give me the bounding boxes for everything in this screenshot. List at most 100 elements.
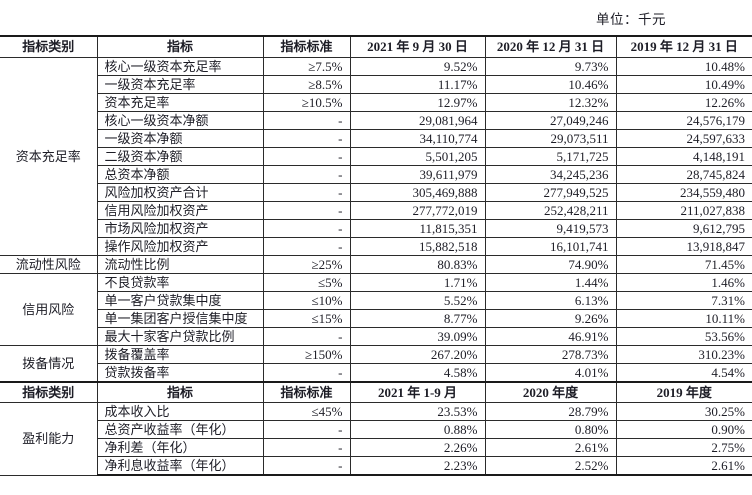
indicator-cell: 贷款拨备率 (97, 363, 264, 382)
value-cell-col1: 5.52% (350, 291, 486, 310)
category-header-cell: 指标类别 (0, 380, 98, 403)
category-cell: 资本充足率 (0, 57, 98, 256)
standard-cell: - (263, 363, 351, 382)
standard-cell: - (263, 237, 351, 256)
value-cell-col2: 28.79% (485, 402, 617, 421)
standard-cell: - (263, 456, 351, 476)
table-row: 一级资本净额 -34,110,774 29,073,511 24,597,633 (0, 129, 752, 148)
value-cell-col1: 80.83% (350, 255, 486, 274)
indicator-cell: 信用风险加权资产 (97, 201, 264, 220)
period-header-cell: 2019 年 12 月 31 日 (616, 35, 752, 58)
indicator-cell: 市场风险加权资产 (97, 219, 264, 238)
value-cell-col1: 4.58% (350, 363, 486, 382)
standard-header-cell: 指标标准 (263, 380, 351, 403)
indicator-cell: 二级资本净额 (97, 147, 264, 166)
value-cell-col3: 28,745,824 (616, 165, 752, 184)
value-cell-col1: 267.20% (350, 345, 486, 364)
standard-cell: ≥7.5% (263, 57, 351, 76)
period-header-cell: 2021 年 1-9 月 (350, 380, 486, 403)
value-cell-col3: 10.49% (616, 75, 752, 94)
standard-cell: ≥25% (263, 255, 351, 274)
indicator-cell: 单一集团客户授信集中度 (97, 309, 264, 328)
value-cell-col1: 9.52% (350, 57, 486, 76)
value-cell-col2: 278.73% (485, 345, 617, 364)
value-cell-col2: 1.44% (485, 273, 617, 292)
standard-cell: ≥150% (263, 345, 351, 364)
value-cell-col2: 4.01% (485, 363, 617, 382)
standard-cell: ≥10.5% (263, 93, 351, 112)
table-row: 流动性风险 流动性比例 ≥25% 80.83% 74.90% 71.45% (0, 255, 752, 274)
value-cell-col2: 46.91% (485, 327, 617, 346)
value-cell-col1: 34,110,774 (350, 129, 486, 148)
standard-cell: - (263, 147, 351, 166)
table-row: 贷款拨备率 -4.58% 4.01% 4.54% (0, 363, 752, 382)
indicator-cell: 不良贷款率 (97, 273, 264, 292)
indicator-cell: 核心一级资本净额 (97, 111, 264, 130)
indicator-cell: 一级资本净额 (97, 129, 264, 148)
value-cell-col1: 15,882,518 (350, 237, 486, 256)
value-cell-col2: 29,073,511 (485, 129, 617, 148)
value-cell-col1: 305,469,888 (350, 183, 486, 202)
table-row: 资本充足率 核心一级资本充足率 ≥7.5% 9.52% 9.73% 10.48% (0, 57, 752, 256)
value-cell-col1: 0.88% (350, 420, 486, 439)
value-cell-col2: 12.32% (485, 93, 617, 112)
indicator-cell: 最大十家客户贷款比例 (97, 327, 264, 346)
category-cell: 信用风险 (0, 273, 98, 346)
value-cell-col3: 234,559,480 (616, 183, 752, 202)
period-header-cell: 2020 年 12 月 31 日 (485, 35, 617, 58)
value-cell-col1: 23.53% (350, 402, 486, 421)
standard-cell: - (263, 219, 351, 238)
standard-cell: - (263, 165, 351, 184)
value-cell-col3: 10.48% (616, 57, 752, 76)
period-header-cell: 2020 年度 (485, 380, 617, 403)
table-row: 市场风险加权资产 -11,815,351 9,419,573 9,612,795 (0, 219, 752, 238)
table-row: 核心一级资本净额 -29,081,964 27,049,246 24,576,179 (0, 111, 752, 130)
financial-indicators-table: 指标类别 指标指标标准 2021 年 9 月 30 日 2020 年 12 月 31 … (0, 35, 752, 476)
value-cell-col3: 211,027,838 (616, 201, 752, 220)
value-cell-col3: 9,612,795 (616, 219, 752, 238)
value-cell-col1: 277,772,019 (350, 201, 486, 220)
table-header-row: 指标类别 指标 指标标准 2021 年 9 月 30 日 2020 年 12 月 31 … (0, 35, 752, 58)
table-row: 操作风险加权资产 -15,882,518 16,101,741 13,918,847 (0, 237, 752, 256)
table-row: 最大十家客户贷款比例 -39.09% 46.91% 53.56% (0, 327, 752, 346)
table-header-row: 指标类别 指标 指标标准 2021 年 1-9 月 2020 年度 2019 年度 (0, 380, 752, 403)
standard-cell: ≤5% (263, 273, 351, 292)
indicator-cell: 单一客户贷款集中度 (97, 291, 264, 310)
standard-cell: - (263, 183, 351, 202)
table-row: 单一客户贷款集中度 ≤10% 5.52% 6.13% 7.31% (0, 291, 752, 310)
standard-cell: - (263, 129, 351, 148)
standard-cell: ≥8.5% (263, 75, 351, 94)
table-row: 信用风险 不良贷款率 ≤5% 1.71% 1.44% 1.46% (0, 273, 752, 346)
indicator-cell: 净利息收益率（年化） (97, 456, 264, 476)
value-cell-col3: 71.45% (616, 255, 752, 274)
value-cell-col2: 252,428,211 (485, 201, 617, 220)
table-row: 净利差（年化） -2.26% 2.61% 2.75% (0, 438, 752, 457)
value-cell-col3: 24,576,179 (616, 111, 752, 130)
value-cell-col2: 27,049,246 (485, 111, 617, 130)
value-cell-col3: 7.31% (616, 291, 752, 310)
value-cell-col3: 4,148,191 (616, 147, 752, 166)
standard-cell: ≤10% (263, 291, 351, 310)
value-cell-col1: 29,081,964 (350, 111, 486, 130)
value-cell-col2: 34,245,236 (485, 165, 617, 184)
value-cell-col1: 1.71% (350, 273, 486, 292)
value-cell-col3: 24,597,633 (616, 129, 752, 148)
period-header-cell: 2021 年 9 月 30 日 (350, 35, 486, 58)
indicator-cell: 一级资本充足率 (97, 75, 264, 94)
table-row: 单一集团客户授信集中度 ≤15% 8.77% 9.26% 10.11% (0, 309, 752, 328)
value-cell-col2: 2.52% (485, 456, 617, 476)
table-row: 净利息收益率（年化） -2.23% 2.52% 2.61% (0, 456, 752, 476)
indicator-header-cell: 指标 (97, 35, 264, 58)
standard-cell: - (263, 420, 351, 439)
value-cell-col1: 39.09% (350, 327, 486, 346)
category-cell: 流动性风险 (0, 255, 98, 274)
value-cell-col3: 10.11% (616, 309, 752, 328)
indicator-cell: 拨备覆盖率 (97, 345, 264, 364)
value-cell-col3: 2.75% (616, 438, 752, 457)
value-cell-col2: 0.80% (485, 420, 617, 439)
value-cell-col1: 8.77% (350, 309, 486, 328)
value-cell-col3: 1.46% (616, 273, 752, 292)
table-body: 指标类别 指标指标标准 2021 年 9 月 30 日 2020 年 12 月 31 … (0, 35, 752, 476)
value-cell-col3: 0.90% (616, 420, 752, 439)
